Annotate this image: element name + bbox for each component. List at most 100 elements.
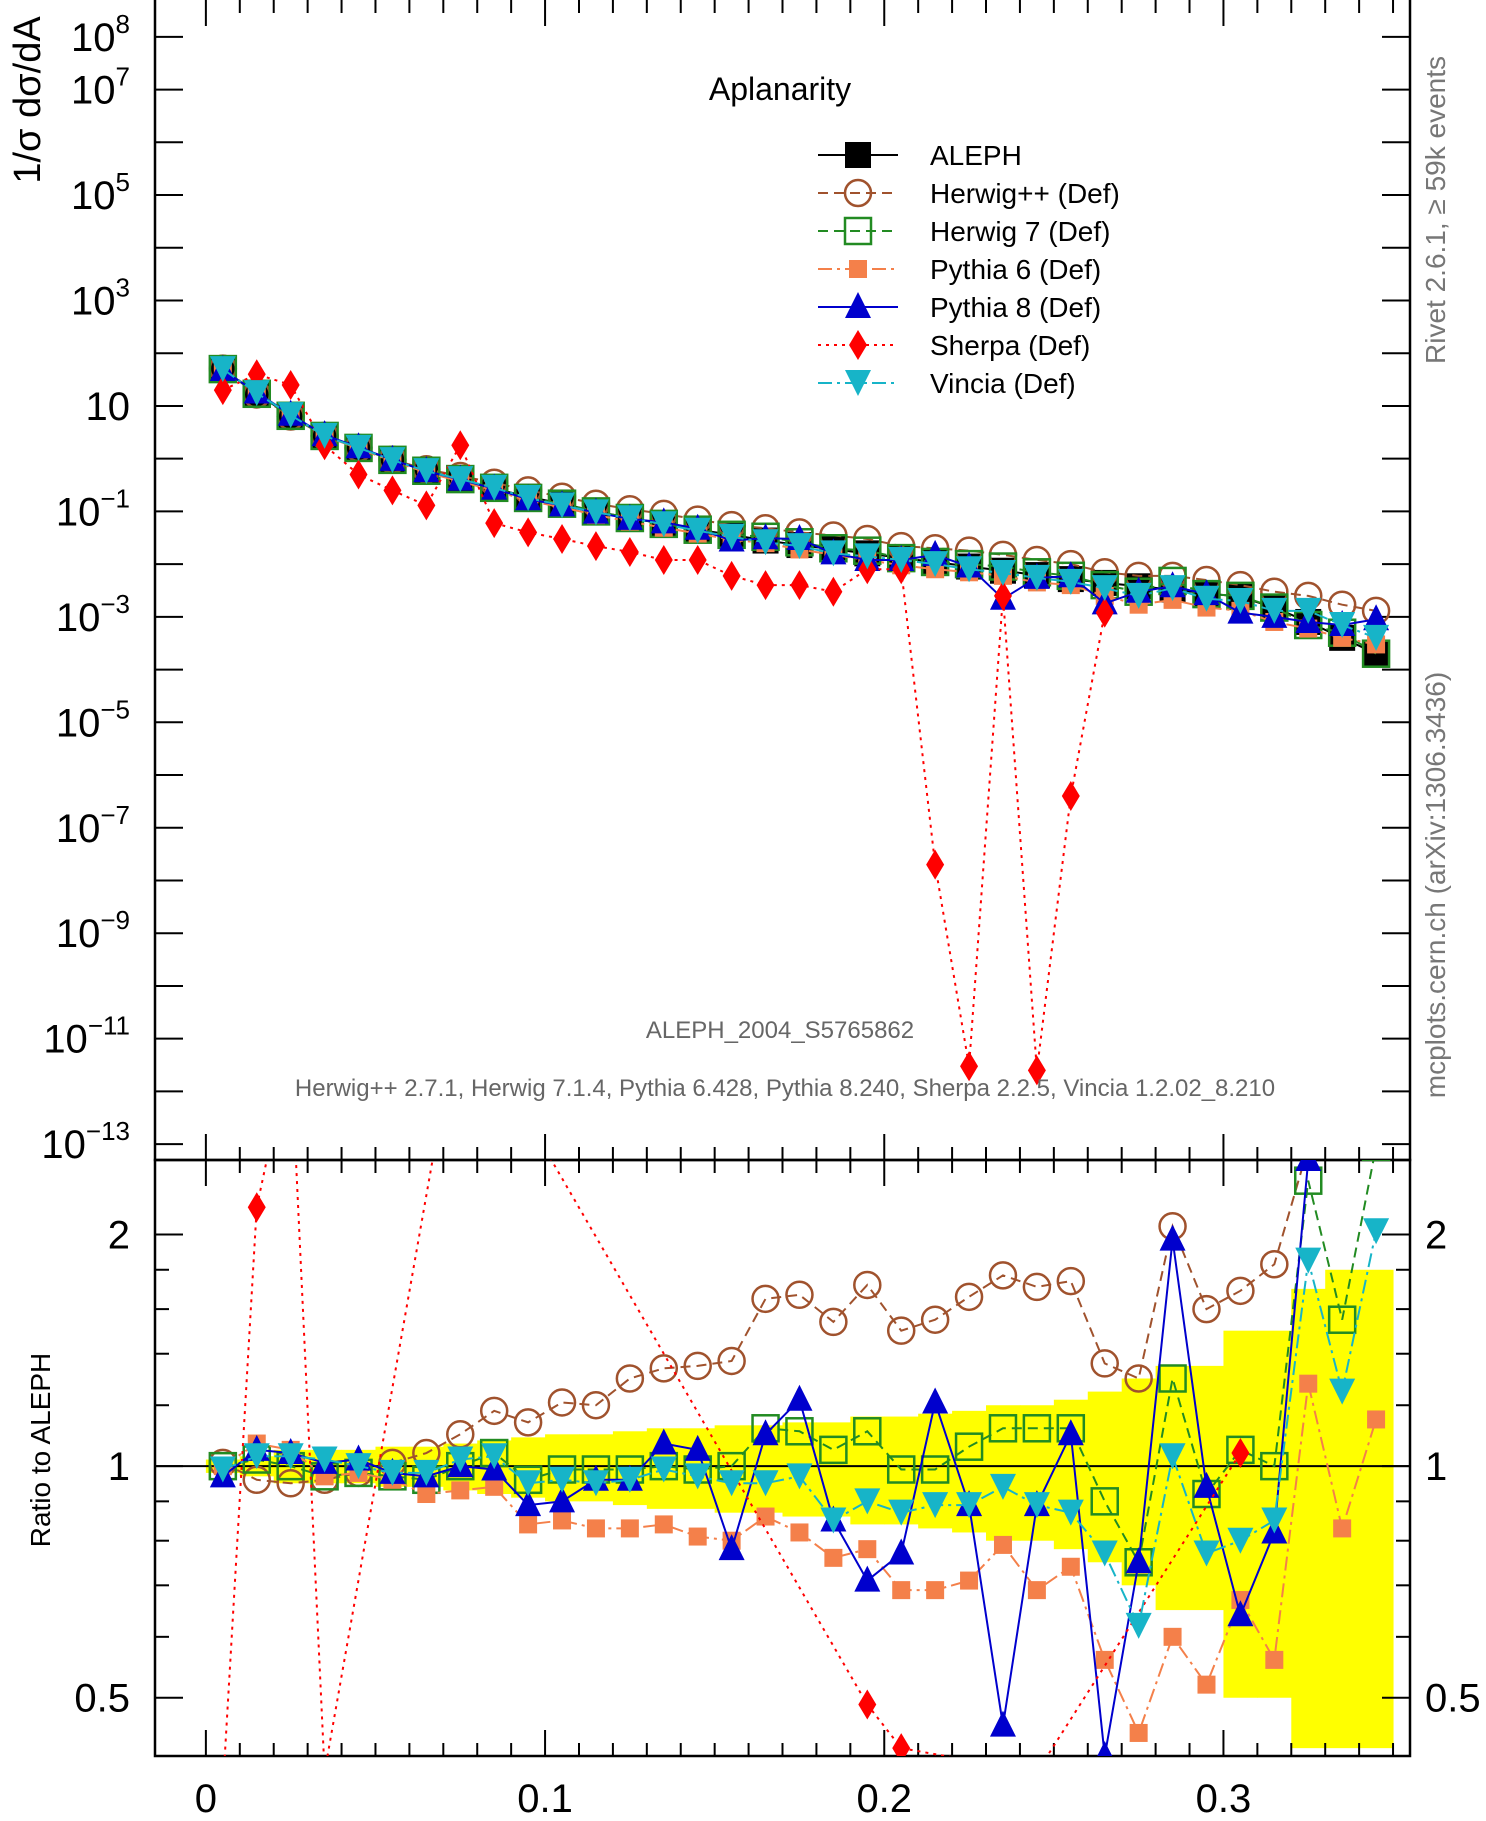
ratio-point-herwig-def bbox=[1260, 1249, 1289, 1279]
ratio-point-vincia-def bbox=[447, 1446, 474, 1473]
legend-label-pythia-6-def: Pythia 6 (Def) bbox=[930, 254, 1101, 285]
data-point-vincia-def bbox=[786, 533, 813, 560]
data-point-vincia-def bbox=[277, 402, 304, 429]
band-segment bbox=[1359, 1269, 1394, 1749]
ratio-point-herwig-7-def bbox=[1260, 1451, 1289, 1481]
data-point-vincia-def bbox=[515, 484, 542, 511]
ratio-point-pythia-8-def bbox=[1329, 1084, 1355, 1110]
data-point-vincia-def bbox=[379, 447, 406, 474]
ratio-point-herwig-def bbox=[649, 1354, 679, 1383]
data-point-vincia-def bbox=[1329, 612, 1356, 639]
ratio-point-vincia-def bbox=[345, 1453, 372, 1480]
legend-marker-vincia-def bbox=[845, 370, 871, 396]
ratio-point-herwig-def bbox=[819, 1307, 848, 1337]
ratio-point-vincia-def bbox=[684, 1463, 711, 1490]
ratio-point-pythia-6-def bbox=[926, 1581, 945, 1600]
data-point-sherpa-def bbox=[654, 544, 673, 575]
ratio-point-pythia-8-def bbox=[922, 1387, 949, 1414]
ratio-point-pythia-6-def bbox=[790, 1523, 809, 1542]
generators-label: Herwig++ 2.7.1, Herwig 7.1.4, Pythia 6.4… bbox=[295, 1075, 1275, 1102]
ratio-point-pythia-8-def bbox=[1363, 1033, 1389, 1059]
data-point-vincia-def bbox=[650, 511, 677, 538]
ratio-point-vincia-def bbox=[922, 1492, 949, 1519]
ratio-point-vincia-def bbox=[888, 1499, 915, 1526]
ratio-point-pythia-6-def bbox=[688, 1527, 707, 1546]
data-point-vincia-def bbox=[616, 505, 643, 532]
axes-ticks bbox=[155, 0, 1410, 1756]
data-point-vincia-def bbox=[1295, 597, 1322, 624]
ratio-point-vincia-def bbox=[956, 1492, 983, 1519]
ratio-y-tick-label-right: 0.5 bbox=[1425, 1677, 1481, 1721]
data-point-sherpa-def bbox=[383, 475, 402, 506]
ratio-point-vincia-def bbox=[1227, 1527, 1254, 1554]
ratio-point-herwig-7-def bbox=[1022, 1414, 1052, 1443]
data-point-vincia-def bbox=[413, 458, 440, 485]
legend-label-herwig-def: Herwig++ (Def) bbox=[930, 178, 1120, 209]
legend-label-herwig-7-def: Herwig 7 (Def) bbox=[930, 216, 1110, 247]
ratio-point-herwig-7-def bbox=[1361, 1160, 1391, 1162]
y-tick-label: 10−7 bbox=[56, 800, 130, 851]
ratio-point-sherpa-def bbox=[282, 1033, 300, 1063]
ratio-point-vincia-def bbox=[1057, 1499, 1084, 1526]
legend-label-sherpa-def: Sherpa (Def) bbox=[930, 330, 1090, 361]
ratio-point-pythia-8-def bbox=[989, 1710, 1016, 1737]
main-chart-title: Aplanarity bbox=[709, 71, 851, 107]
data-point-sherpa-def bbox=[722, 560, 741, 591]
series-line-pythia-6-def bbox=[222, 368, 1377, 646]
ratio-point-vincia-def bbox=[1295, 1247, 1322, 1274]
ratio-point-vincia-def bbox=[786, 1463, 813, 1490]
data-point-vincia-def bbox=[447, 466, 474, 493]
y-tick-label: 103 bbox=[71, 272, 130, 323]
ratio-point-vincia-def bbox=[311, 1446, 338, 1473]
ratio-point-herwig-7-def bbox=[886, 1455, 916, 1484]
ratio-point-herwig-def bbox=[1056, 1266, 1086, 1296]
rivet-events-label: Rivet 2.6.1, ≥ 59k events bbox=[1420, 56, 1451, 364]
data-point-sherpa-def bbox=[1061, 781, 1080, 812]
ratio-point-herwig-7-def bbox=[954, 1432, 984, 1461]
ratio-point-vincia-def bbox=[582, 1470, 609, 1497]
x-tick-label: 0.1 bbox=[517, 1777, 573, 1821]
ratio-point-vincia-def bbox=[752, 1470, 779, 1497]
ratio-point-pythia-6-def bbox=[1163, 1627, 1182, 1646]
ratio-point-pythia-8-def bbox=[1057, 1419, 1084, 1446]
ratio-point-pythia-8-def bbox=[515, 1490, 542, 1517]
legend-marker-pythia-6-def bbox=[849, 260, 867, 278]
data-point-sherpa-def bbox=[993, 580, 1012, 611]
data-point-sherpa-def bbox=[349, 459, 368, 490]
data-point-vincia-def bbox=[1091, 575, 1118, 602]
ratio-point-pythia-6-def bbox=[824, 1548, 843, 1567]
ratio-point-vincia-def bbox=[718, 1470, 745, 1497]
ratio-point-vincia-def bbox=[1261, 1507, 1288, 1534]
ratio-point-pythia-6-def bbox=[417, 1485, 436, 1504]
ratio-point-herwig-def bbox=[446, 1420, 475, 1449]
data-point-pythia-8-def bbox=[1363, 604, 1390, 631]
ratio-point-pythia-8-def bbox=[718, 1534, 745, 1561]
main-series bbox=[208, 354, 1391, 1086]
data-point-sherpa-def bbox=[417, 490, 436, 521]
y-tick-label: 10−5 bbox=[56, 694, 130, 745]
ratio-point-sherpa-def bbox=[1231, 1438, 1250, 1469]
data-point-vincia-def bbox=[718, 523, 745, 550]
ratio-point-pythia-6-def bbox=[553, 1511, 572, 1530]
ratio-point-vincia-def bbox=[989, 1473, 1016, 1500]
ratio-point-herwig-7-def bbox=[988, 1414, 1018, 1443]
data-point-vincia-def bbox=[1057, 568, 1084, 595]
legend-marker-aleph bbox=[845, 142, 871, 168]
ratio-point-herwig-def bbox=[785, 1280, 814, 1310]
ratio-point-vincia-def bbox=[413, 1459, 440, 1486]
ratio-point-pythia-6-def bbox=[858, 1540, 877, 1559]
ratio-point-herwig-def bbox=[988, 1261, 1018, 1290]
legend-marker-pythia-8-def bbox=[845, 292, 871, 318]
ratio-point-herwig-7-def bbox=[1090, 1487, 1119, 1516]
data-point-vincia-def bbox=[1193, 585, 1220, 612]
ratio-point-pythia-6-def bbox=[485, 1477, 504, 1496]
ratio-point-pythia-6-def bbox=[451, 1481, 470, 1500]
ratio-point-vincia-def bbox=[1363, 1218, 1390, 1245]
ratio-point-herwig-def bbox=[853, 1270, 882, 1300]
ratio-point-pythia-8-def bbox=[684, 1434, 711, 1461]
mcplots-label: mcplots.cern.ch (arXiv:1306.3436) bbox=[1420, 672, 1451, 1098]
ratio-point-pythia-8-def bbox=[1097, 1741, 1113, 1756]
band-segment bbox=[1223, 1330, 1258, 1698]
data-point-vincia-def bbox=[752, 529, 779, 556]
